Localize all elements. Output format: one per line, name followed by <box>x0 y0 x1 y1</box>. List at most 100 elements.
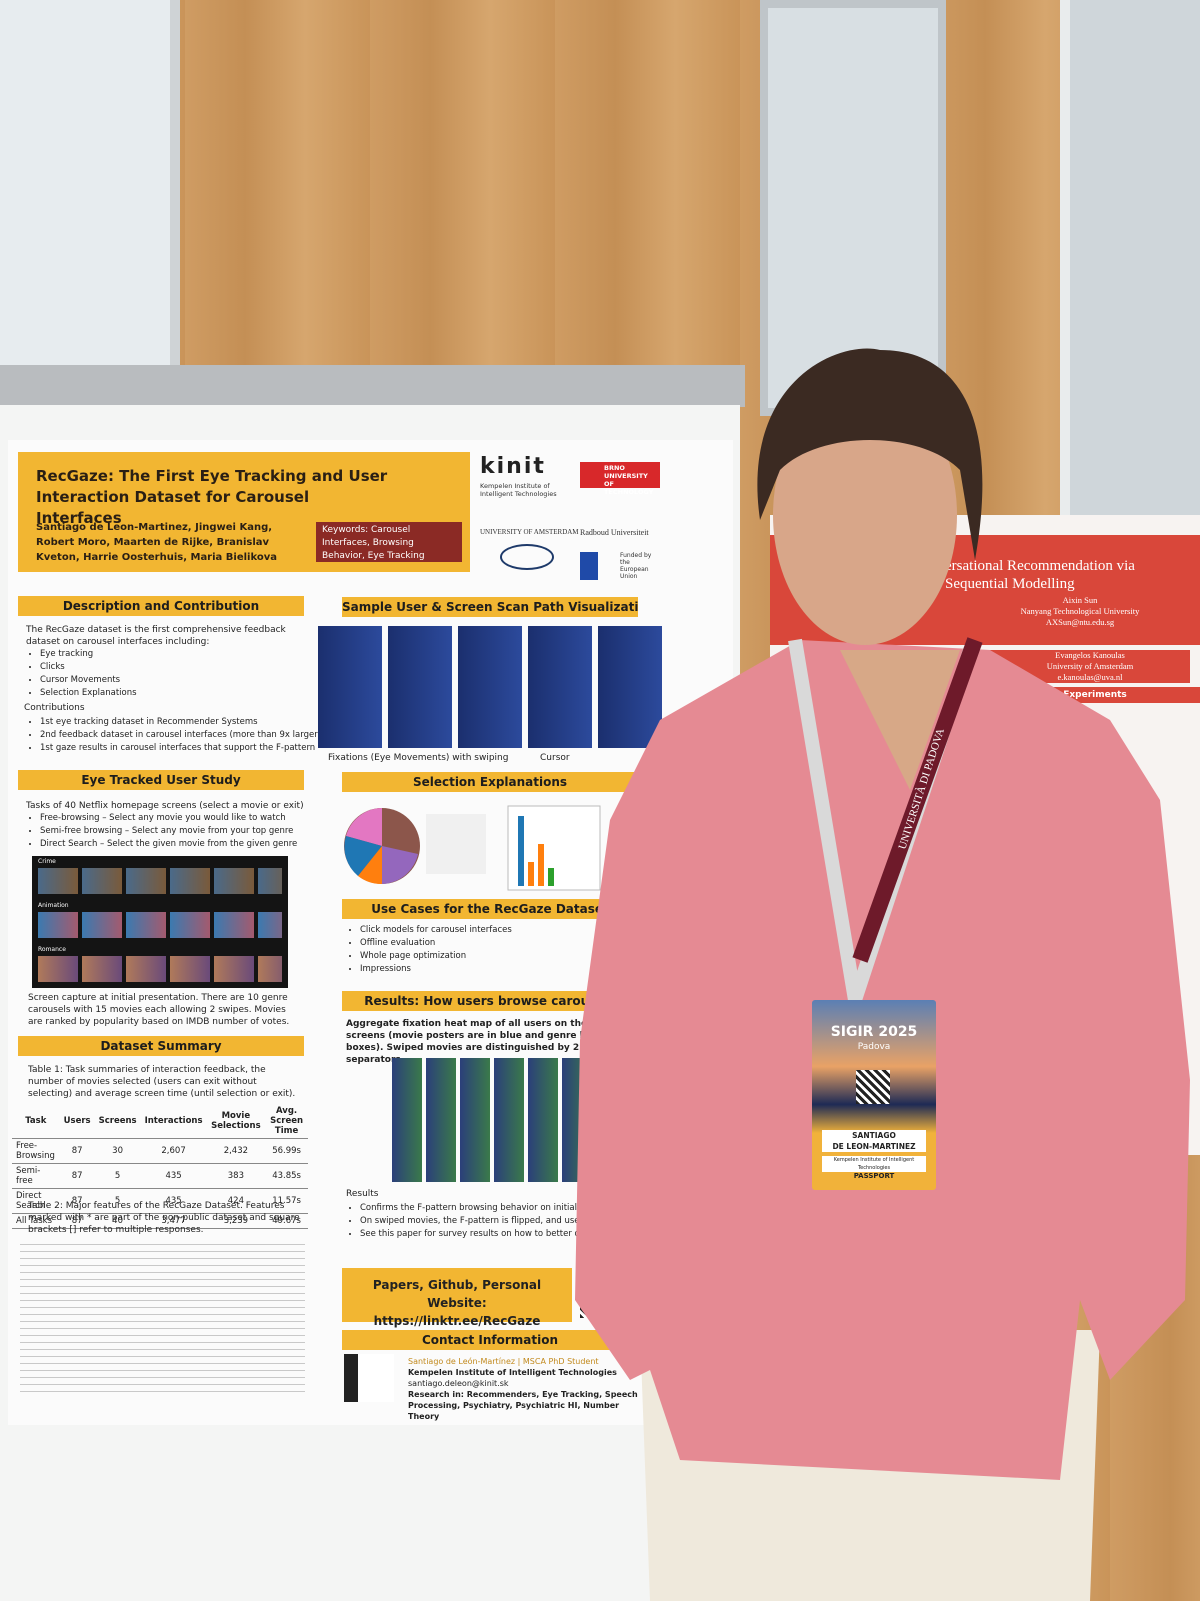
genre-label: Romance <box>38 946 66 953</box>
author-line: e.kanoulas@uva.nl <box>1057 672 1123 682</box>
poster-2-title: ersational Recommendation via Sequential… <box>945 558 1135 592</box>
list-item: 2nd feedback dataset in carousel interfa… <box>40 729 321 742</box>
list-item: Confirms the F-pattern browsing behavior… <box>360 1202 690 1215</box>
window-far-right <box>1060 0 1200 520</box>
bar <box>528 862 534 886</box>
lanyard-strap <box>852 637 983 963</box>
bar <box>548 868 554 886</box>
badge-name: SANTIAGO DE LEON-MARTINEZ <box>822 1130 926 1152</box>
results-text: Aggregate fixation heat map of all users… <box>346 1019 623 1065</box>
bar <box>518 816 524 886</box>
contributions-heading: Contributions <box>24 703 85 713</box>
scanpath-label: Cursor <box>540 753 570 763</box>
logo-uva: UNIVERSITY OF AMSTERDAM <box>480 528 579 536</box>
author-line: AXSun@ntu.edu.sg <box>1045 617 1115 627</box>
study-intro: Tasks of 40 Netflix homepage screens (se… <box>26 801 304 811</box>
author-line: University of Amsterdam <box>1046 661 1134 671</box>
window-left <box>0 0 180 365</box>
contact-logo <box>344 1354 394 1402</box>
scanpath-images <box>318 626 668 748</box>
table-cell: 424 <box>206 1188 266 1214</box>
table-cell: 87 <box>59 1163 95 1189</box>
genre-label: Crime <box>38 858 56 865</box>
table1-caption: Table 1: Task summaries of interaction f… <box>28 1065 296 1099</box>
logo-eu: Funded by the European Union <box>580 552 660 580</box>
list-item: 1st eye tracking dataset in Recommender … <box>40 716 321 729</box>
pie-slice <box>382 846 418 884</box>
table-cell: 30 <box>94 1138 141 1164</box>
list-item: Clicks <box>40 661 137 674</box>
list-item: Direct Search – Select the given movie f… <box>40 838 297 851</box>
pie-slice <box>346 808 382 846</box>
table-cell: 56.99s <box>265 1138 308 1164</box>
study-list: Free-browsing – Select any movie you wou… <box>18 812 297 851</box>
description-intro: The RecGaze dataset is the first compreh… <box>26 625 286 647</box>
table-cell: 87 <box>59 1213 95 1229</box>
section-heading: Results: How users browse carousels <box>342 991 638 1011</box>
table-1: Task Users Screens Interactions Movie Select… <box>12 1104 308 1229</box>
badge-city: Padova <box>857 1042 891 1052</box>
list-item: On swiped movies, the F-pattern is flipp… <box>360 1215 690 1228</box>
poster-authors: Santiago de Leon-Martinez, Jingwei Kang,… <box>36 522 277 563</box>
table-cell: 2,432 <box>206 1138 266 1164</box>
table-header-cell: Users <box>59 1104 95 1139</box>
results-list: Confirms the F-pattern browsing behavior… <box>338 1202 690 1241</box>
table-row: Free-Browsing 87 30 2,607 2,432 56.99s <box>12 1138 308 1164</box>
use-case-list: Click models for carousel interfaces Off… <box>338 924 512 976</box>
logo-kinit-sub: Kempelen Institute of Intelligent Techno… <box>480 482 557 498</box>
contact-lines: Santiago de León-Martínez | MSCA PhD Stu… <box>408 1356 638 1422</box>
section-heading: Selection Explanations <box>342 772 638 792</box>
list-item: See this paper for survey results on how… <box>360 1228 690 1241</box>
poster-row <box>38 868 282 894</box>
badge-qr <box>856 1070 890 1104</box>
list-item: Semi-free browsing – Select any movie fr… <box>40 825 297 838</box>
section-heading: Eye Tracked User Study <box>18 770 304 790</box>
links-box: Papers, Github, Personal Website: https:… <box>342 1268 572 1328</box>
list-item: Selection Explanations <box>40 687 137 700</box>
face <box>773 385 957 645</box>
table-cell: Free-Browsing <box>12 1138 60 1164</box>
netflix-screenshot: Crime Animation Romance <box>32 856 288 988</box>
list-item: Click models for carousel interfaces <box>360 924 512 937</box>
pie-slice <box>344 836 382 876</box>
list-item: Impressions <box>360 963 512 976</box>
keywords: Keywords: Carousel Interfaces, Browsing … <box>316 522 462 562</box>
contact-line: Research in: Recommenders, Eye Tracking,… <box>408 1390 638 1421</box>
badge-name-line: DE LEON-MARTINEZ <box>832 1142 916 1151</box>
author-line: Aixin Sun <box>1062 595 1098 605</box>
contributions-list: 1st eye tracking dataset in Recommender … <box>18 716 321 755</box>
table-header-cell: Movie Selections <box>206 1104 266 1139</box>
badge-org: Kempelen Institute of Intelligent Techno… <box>822 1156 926 1172</box>
table-cell: 435 <box>140 1163 207 1189</box>
table-cell: 3,239 <box>206 1213 266 1229</box>
logo-brno: BRNO UNIVERSITY OF TECHNOLOGY <box>580 462 660 496</box>
study-caption: Screen capture at initial presentation. … <box>28 993 290 1027</box>
results-sub: Results <box>346 1189 379 1199</box>
table-cell: 49.67s <box>265 1213 308 1229</box>
board-frame <box>0 365 745 407</box>
logo-eye <box>500 544 554 570</box>
table-cell: 87 <box>59 1138 95 1164</box>
table-cell: Semi-free <box>12 1163 60 1189</box>
section-heading: Description and Contribution <box>18 596 304 616</box>
section-heading: Use Cases for the RecGaze Dataset <box>342 899 638 919</box>
genre-label: Animation <box>38 902 69 909</box>
pie-slice <box>358 846 382 885</box>
table-cell: All Tasks <box>12 1213 60 1229</box>
section-heading: Sample User & Screen Scan Path Visualiza… <box>342 597 638 617</box>
poster-row <box>38 956 282 982</box>
heatmap <box>392 1058 592 1182</box>
contact-line: santiago.deleon@kinit.sk <box>408 1379 509 1388</box>
author-line: Evangelos Kanoulas <box>1055 650 1125 660</box>
list-item: Free-browsing – Select any movie you wou… <box>40 812 297 825</box>
badge: SIGIR 2025 Padova SANTIAGO DE LEON-MARTI… <box>812 1000 936 1190</box>
bar <box>538 844 544 886</box>
table-row: Direct Search 87 5 435 424 11.57s <box>12 1188 308 1214</box>
logo-kinit: kinit <box>480 454 546 479</box>
table-cell: 435 <box>140 1188 207 1214</box>
badge-kind: PASSPORT <box>853 1172 895 1180</box>
section-heading: Contact Information <box>342 1330 638 1350</box>
table-cell: Direct Search <box>12 1188 60 1214</box>
badge-name-line: SANTIAGO <box>852 1131 896 1140</box>
